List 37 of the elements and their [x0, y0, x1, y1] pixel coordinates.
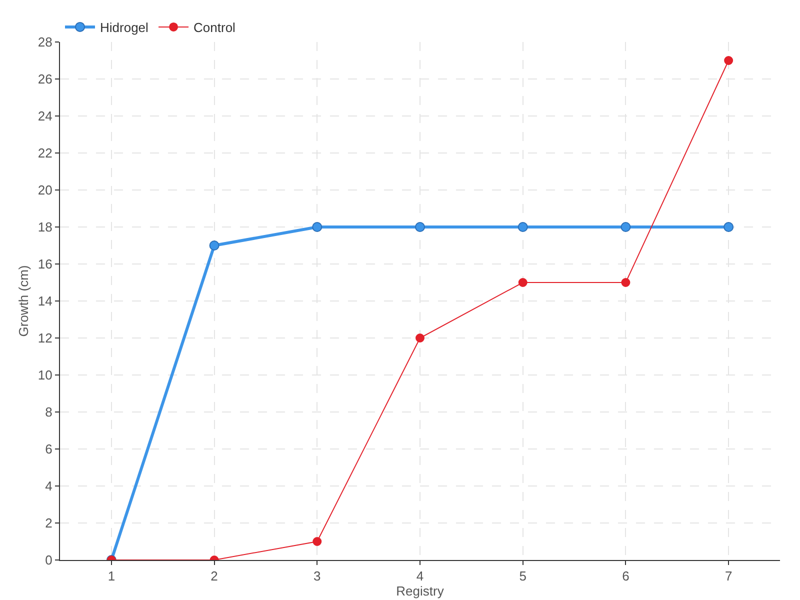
y-tick-label: 26: [38, 72, 52, 87]
x-tick-label: 5: [519, 568, 526, 584]
point: [416, 334, 424, 342]
point: [724, 222, 734, 232]
y-tick-label: 6: [45, 442, 52, 457]
x-tick-label: 6: [622, 568, 630, 584]
y-tick-label: 16: [38, 256, 52, 272]
point: [312, 537, 322, 546]
y-tick-label: 10: [38, 368, 52, 383]
x-axis-title: Registry: [396, 584, 444, 599]
legend-label: Control: [194, 20, 236, 36]
y-tick-label: 14: [38, 294, 52, 309]
x-tick-label: 4: [416, 568, 424, 584]
y-tick-label: 12: [38, 330, 52, 346]
y-tick-label: 20: [38, 182, 52, 198]
x-tick-label: 1: [108, 568, 116, 584]
y-axis-title: Growth (cm): [16, 265, 31, 337]
y-tick-label: 18: [38, 220, 52, 235]
point: [620, 222, 631, 232]
y-tick-label: 8: [45, 404, 52, 420]
y-tick-label: 0: [45, 552, 52, 568]
y-tick-label: 4: [45, 478, 52, 494]
x-tick-label: 2: [210, 568, 218, 584]
point: [312, 222, 322, 232]
point: [209, 240, 220, 250]
point: [415, 222, 425, 232]
y-tick-label: 28: [38, 34, 52, 50]
point: [518, 222, 528, 232]
point: [621, 278, 630, 287]
y-tick-label: 24: [38, 108, 52, 124]
x-tick-label: 3: [314, 568, 321, 584]
x-tick-label: 7: [724, 568, 732, 584]
point: [518, 278, 528, 287]
legend-label: Hidrogel: [100, 20, 149, 36]
y-tick-label: 2: [45, 516, 52, 531]
y-tick-label: 22: [38, 146, 52, 161]
point: [724, 56, 734, 65]
